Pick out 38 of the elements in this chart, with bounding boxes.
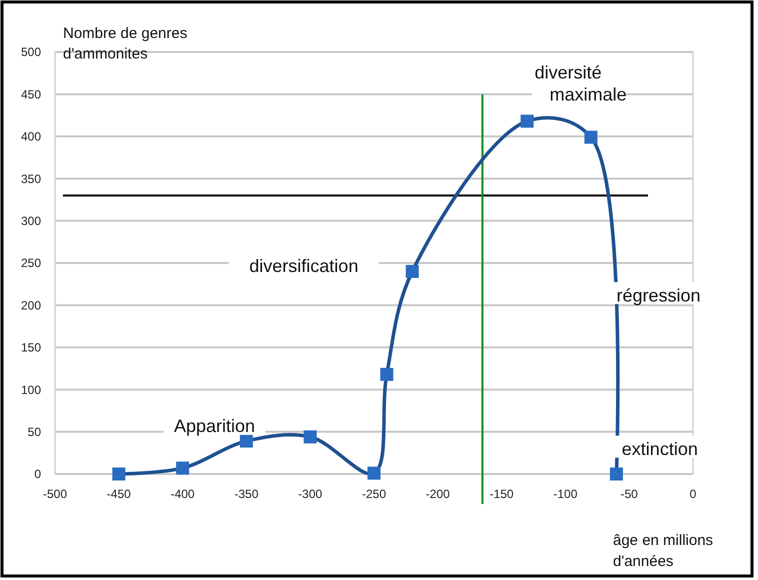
x-tick-label: -100: [553, 487, 578, 501]
annotation: régression: [616, 285, 701, 306]
point: [610, 468, 623, 480]
point: [368, 466, 380, 480]
y-tick-label: 300: [20, 214, 42, 228]
point: [380, 368, 394, 381]
annotation: extinction: [622, 438, 698, 459]
x-tick-label: 0: [690, 487, 697, 501]
annotation: diversification: [249, 256, 358, 276]
y-tick-label: 50: [28, 425, 42, 439]
x-tick-label: -200: [426, 487, 450, 501]
point: [406, 264, 419, 278]
x-tick-label: -300: [298, 487, 323, 501]
y-tick-label: 500: [20, 45, 42, 60]
x-tick-label: -50: [620, 487, 638, 501]
y-tick-label: 0: [34, 467, 42, 482]
y-tick-label: 100: [20, 382, 42, 397]
x-tick-label: -150: [490, 487, 514, 501]
y-tick-label: 150: [20, 340, 42, 355]
y-tick-label: 400: [20, 130, 42, 144]
x-tick-label: -500: [42, 487, 68, 501]
y-tick-label: 350: [20, 172, 42, 186]
point: [176, 462, 190, 475]
y-tick-label: 450: [20, 87, 42, 102]
point: [112, 468, 126, 480]
y-tick-label: 250: [20, 256, 42, 270]
x-axis-title: âge en millions d'années: [613, 532, 714, 570]
x-tick-label: -250: [362, 487, 386, 501]
point: [584, 130, 598, 144]
x-tick-label: -450: [106, 487, 132, 501]
annotation: Apparition: [174, 416, 256, 436]
y-tick-label: 200: [20, 298, 42, 312]
point: [304, 430, 317, 444]
x-tick-label: -350: [234, 487, 259, 501]
y-axis-title: Nombre de genres d'ammonites: [63, 25, 188, 62]
annotation: diversité maximale: [534, 62, 627, 104]
x-tick-label: -400: [170, 487, 195, 501]
point: [520, 114, 534, 128]
